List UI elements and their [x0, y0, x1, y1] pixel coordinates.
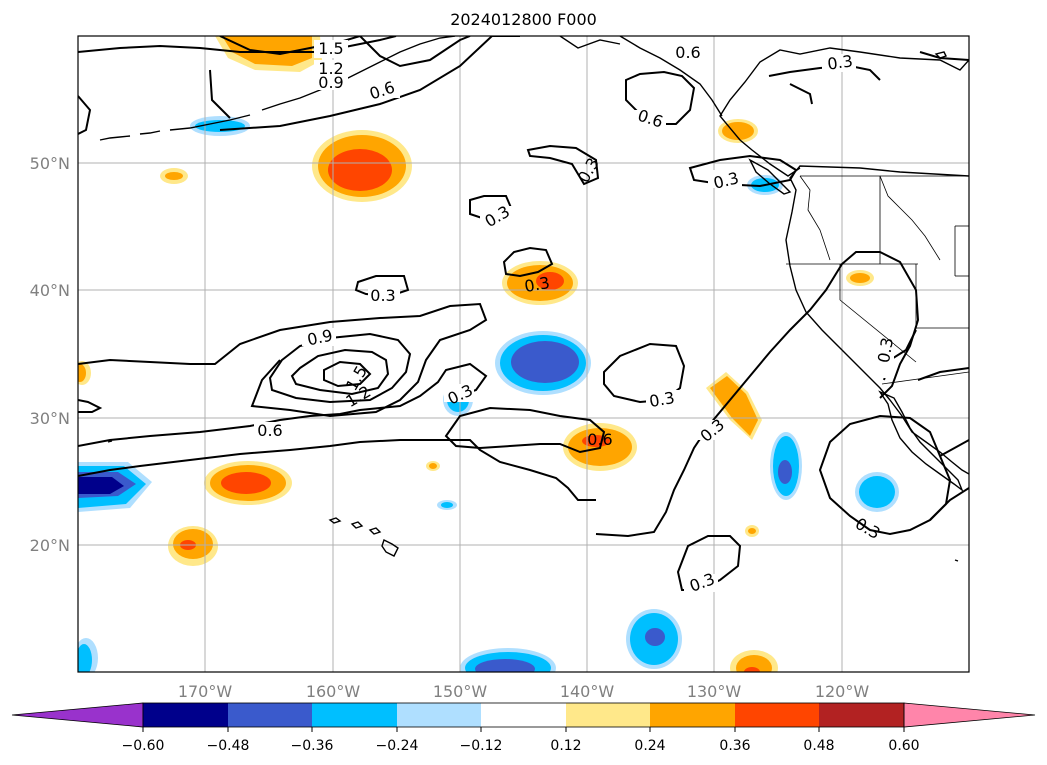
negative-anomaly-blob: [495, 331, 591, 395]
lon-tick-label: 160°W: [306, 682, 361, 701]
colorbar-segment: [228, 703, 312, 727]
positive-anomaly-blob: [718, 119, 758, 143]
colorbar-tick-label: −0.12: [460, 738, 503, 754]
colorbar-tick-label: 0.48: [803, 738, 834, 754]
negative-anomaly-blob: [770, 432, 802, 500]
contour-label: 0.6: [257, 421, 282, 440]
contour-label: 0.3: [523, 273, 551, 296]
colorbar: −0.60 −0.48 −0.36 −0.24 −0.12 0.12 0.24 …: [11, 702, 1036, 754]
lon-tick-label: 120°W: [815, 682, 870, 701]
positive-anomaly-blob: [502, 261, 578, 305]
negative-anomaly-blob: [626, 609, 682, 669]
colorbar-tick-label: −0.48: [207, 738, 250, 754]
contour-label: 0.3: [826, 51, 854, 73]
lon-tick-label: 150°W: [433, 682, 488, 701]
positive-anomaly-blob: [745, 525, 759, 537]
map-title: 2024012800 F000: [450, 10, 597, 29]
positive-anomaly-blob: [204, 461, 292, 505]
colorbar-tick-label: −0.24: [376, 738, 419, 754]
colorbar-segment: [397, 703, 481, 727]
positive-anomaly-blob: [706, 372, 762, 440]
positive-anomaly-blob: [846, 270, 874, 286]
contour-label: 0.6: [587, 430, 612, 449]
positive-anomaly-blob: [426, 461, 440, 471]
map-frame: [77, 35, 970, 673]
colorbar-extend-max: [903, 702, 1036, 728]
map-area: 1.5 1.2 0.9 0.6 0.6 0.3 0.3 0.6 0.3 0.3 …: [78, 36, 969, 672]
colorbar-tick-label: 0.36: [719, 738, 750, 754]
contour-lines: [78, 36, 969, 591]
colorbar-tick-label: −0.36: [291, 738, 334, 754]
colorbar-segment: [481, 703, 566, 727]
negative-anomaly-blob: [78, 638, 98, 672]
colorbar-segment: [566, 703, 650, 727]
longitude-labels: 170°W 160°W 150°W 140°W 130°W 120°W: [178, 682, 870, 701]
lat-tick-label: 40°N: [30, 281, 70, 300]
positive-anomaly-blob: [168, 526, 218, 566]
lon-tick-label: 170°W: [178, 682, 233, 701]
positive-anomaly-blob: [160, 168, 188, 184]
colorbar-segment: [312, 703, 397, 727]
negative-anomaly-blob: [437, 500, 457, 510]
colorbar-segment: [819, 703, 904, 727]
contour-label: 1.5: [318, 39, 343, 58]
positive-anomaly-blob: [730, 650, 778, 672]
negative-anomaly-blob: [855, 472, 899, 512]
colorbar-tick-label: −0.60: [122, 738, 165, 754]
contour-label: 0.3: [648, 388, 676, 411]
contour-label: 1.2: [318, 59, 343, 78]
positive-anomaly-blob: [78, 361, 91, 385]
colorbar-extend-min: [11, 702, 144, 728]
lon-tick-label: 130°W: [687, 682, 742, 701]
contour-label: 0.9: [305, 326, 334, 350]
map-gridlines: [78, 36, 969, 672]
colorbar-tick-label: 0.12: [550, 738, 581, 754]
contour-label: 0.3: [370, 286, 395, 305]
contour-label: 0.6: [675, 43, 700, 62]
shaded-anomalies: [78, 36, 899, 672]
negative-anomaly-blob: [460, 648, 556, 672]
colorbar-tick-labels: −0.60 −0.48 −0.36 −0.24 −0.12 0.12 0.24 …: [122, 738, 920, 754]
colorbar-segment: [650, 703, 735, 727]
contour-label: 0.9: [318, 73, 343, 92]
positive-anomaly-blob: [312, 130, 412, 202]
colorbar-segment: [143, 703, 228, 727]
lon-tick-label: 140°W: [560, 682, 615, 701]
lat-tick-label: 20°N: [30, 536, 70, 555]
colorbar-tick-label: 0.60: [888, 738, 919, 754]
colorbar-tick-label: 0.24: [634, 738, 665, 754]
lat-tick-label: 30°N: [30, 409, 70, 428]
lat-tick-label: 50°N: [30, 154, 70, 173]
negative-anomaly-blob: [78, 462, 152, 512]
latitude-labels: 20°N 30°N 40°N 50°N: [30, 154, 70, 555]
colorbar-segment: [735, 703, 819, 727]
colorbar-ticks: [142, 727, 905, 732]
contour-label: 0.3: [874, 336, 897, 364]
